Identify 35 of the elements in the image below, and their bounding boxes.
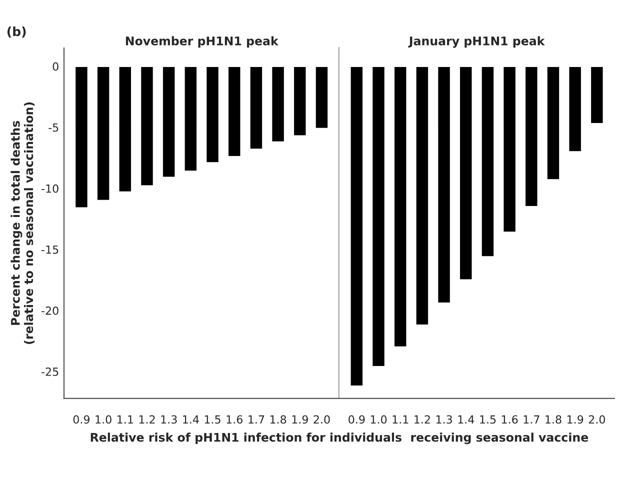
x-tick-label: 1.0	[370, 415, 387, 424]
x-tick-label: 1.5	[204, 415, 220, 424]
x-tick-label: 1.4	[458, 415, 474, 424]
x-tick-label: 1.9	[567, 415, 584, 424]
y-tick-label: 0	[52, 62, 58, 71]
y-tick-label: -15	[42, 246, 58, 254]
y-axis-title: Percent change in total deaths (relative to no seasonal vaccination)	[10, 102, 35, 344]
x-tick-label: 1.2	[414, 415, 430, 424]
x-tick-label: 1.5	[480, 415, 496, 424]
chart-title: January pH1N1 peak	[408, 36, 545, 48]
x-tick-label: 1.7	[248, 415, 264, 424]
x-tick-label: 2.0	[314, 415, 330, 424]
y-tick-label: -20	[42, 306, 58, 315]
x-tick-label: 1.8	[546, 415, 562, 424]
y-tick-label: -5	[48, 123, 58, 132]
y-tick-label: -10	[42, 184, 58, 193]
x-tick-label: 1.3	[161, 415, 177, 424]
x-axis-title: Relative risk of pH1N1 infection for individuals receiving seasonal vaccine	[90, 432, 588, 444]
x-tick-label: 1.6	[502, 415, 518, 424]
x-tick-label: 1.2	[139, 415, 155, 424]
x-tick-label: 2.0	[588, 415, 606, 424]
x-tick-label: 1.4	[183, 415, 199, 424]
x-tick-label: 0.9	[73, 415, 90, 424]
chart-title: November pH1N1 peak	[126, 36, 279, 48]
x-tick-label: 1.1	[118, 415, 133, 424]
text: (b)	[7, 26, 26, 38]
y-tick-label: -25	[42, 368, 58, 376]
x-tick-label: 1.8	[270, 415, 286, 424]
x-tick-label: 1.9	[292, 415, 308, 424]
x-tick-label: 1.7	[524, 415, 540, 424]
x-tick-label: 1.1	[392, 415, 408, 424]
x-tick-label: 1.3	[436, 415, 452, 424]
x-tick-label: 1.6	[226, 415, 242, 424]
x-tick-label: 1.0	[96, 415, 112, 424]
x-tick-label: 0.9	[348, 415, 365, 424]
